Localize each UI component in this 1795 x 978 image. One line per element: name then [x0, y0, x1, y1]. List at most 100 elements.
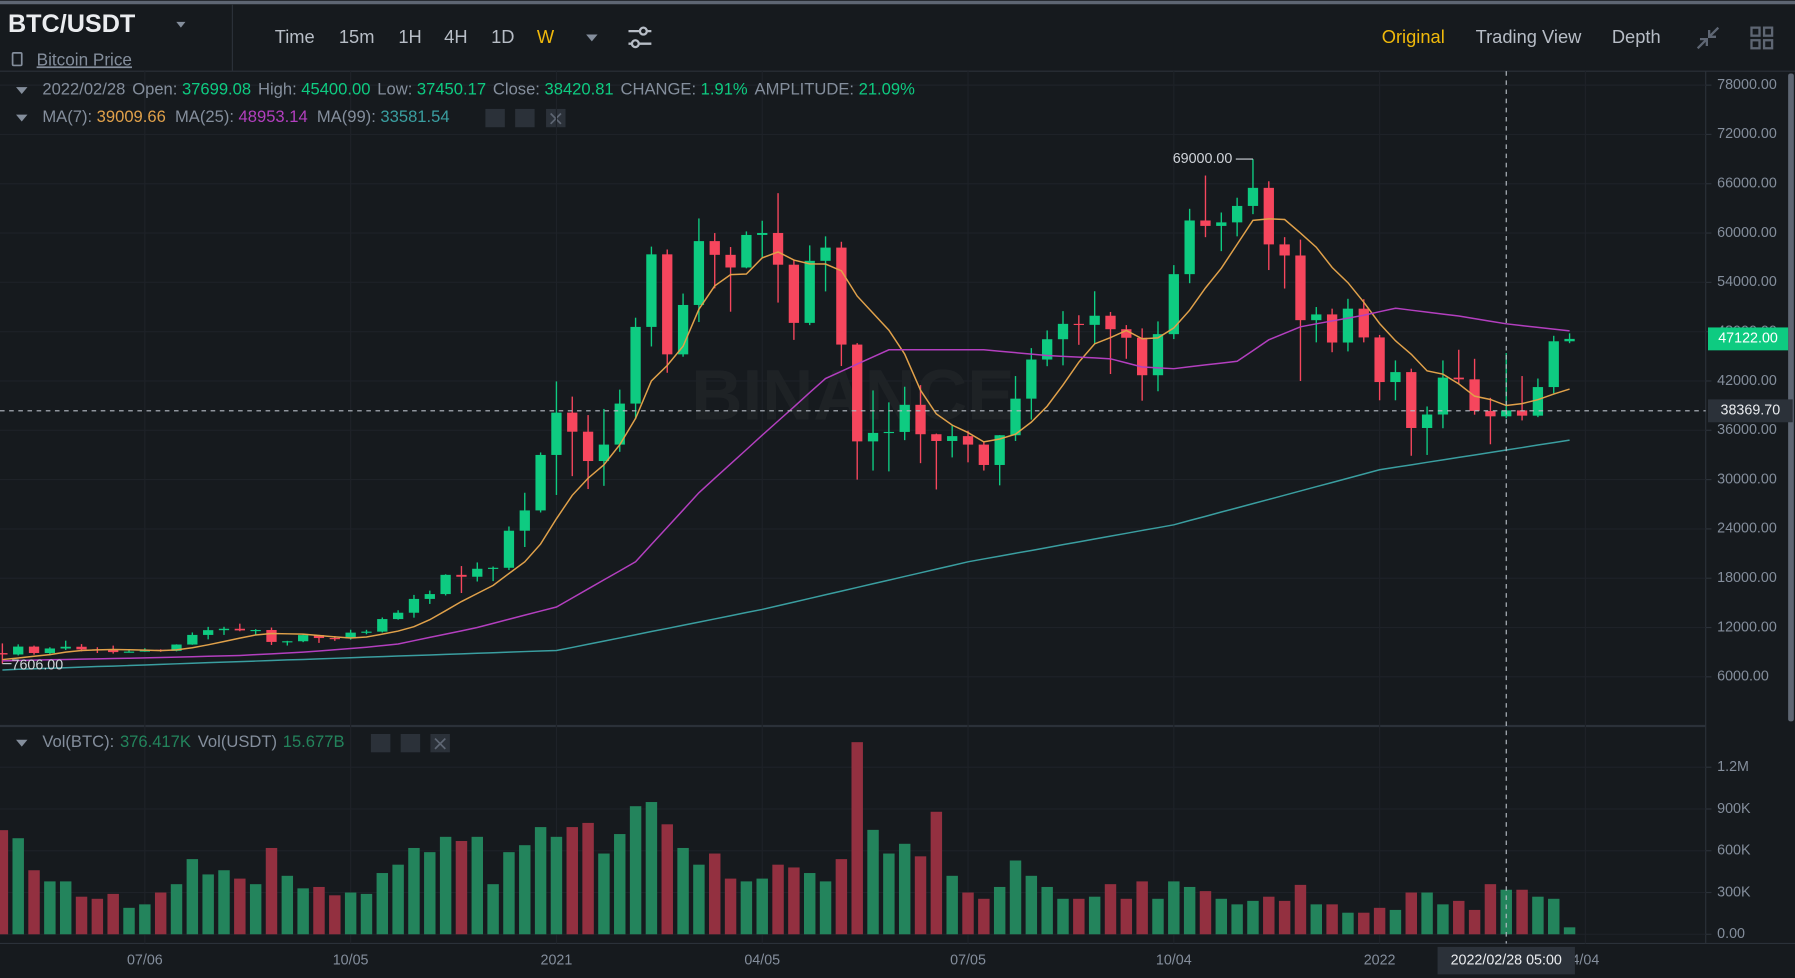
volume-bar	[1516, 889, 1528, 935]
volume-bar	[1231, 904, 1243, 935]
symbol[interactable]: BTC/USDT	[8, 10, 136, 38]
collapse-icon[interactable]	[1696, 26, 1720, 50]
volume-bar	[1437, 904, 1449, 935]
candle-body	[1532, 387, 1544, 416]
ma-toggle[interactable]	[16, 114, 28, 122]
close-glyph	[550, 112, 562, 125]
volume-bar	[534, 827, 547, 935]
legend-text: AMPLITUDE:	[755, 80, 855, 99]
subtitle-link[interactable]: Bitcoin Price	[37, 49, 132, 69]
interval-button[interactable]: 1H	[398, 26, 421, 47]
last-price-label: 47122.00	[1718, 331, 1778, 347]
volume-bar	[1215, 898, 1228, 935]
volume-bar	[1405, 892, 1417, 935]
volume-bar	[1136, 881, 1148, 935]
view-tab[interactable]: Depth	[1612, 26, 1661, 47]
legend-text: 37699.08	[182, 80, 251, 99]
volume-bar	[1199, 891, 1212, 935]
candle-body	[535, 454, 546, 511]
view-tab[interactable]: Original	[1382, 26, 1445, 47]
vol-toggle[interactable]	[16, 739, 28, 747]
candle-body	[614, 403, 625, 445]
candle-body	[345, 632, 356, 639]
ma-settings-button[interactable]	[515, 108, 535, 128]
candle-body	[1073, 323, 1084, 326]
candle-body	[1105, 315, 1116, 330]
ma-hide-button[interactable]	[485, 108, 505, 128]
candle-body	[962, 436, 974, 445]
candle-body	[392, 612, 404, 620]
volume-bar	[1278, 900, 1291, 935]
interval-button[interactable]: W	[537, 26, 555, 47]
volume-bar	[281, 875, 294, 935]
candle-body	[1184, 220, 1195, 275]
candle-body	[709, 241, 720, 255]
candle-body	[1437, 377, 1449, 415]
volume-bar	[598, 853, 610, 935]
candle-body	[757, 232, 768, 235]
vol-tick-label: 900K	[1717, 801, 1751, 817]
layout-cell	[1762, 26, 1774, 37]
legend-text: 15.677B	[283, 733, 345, 752]
y-tick-label: 6000.00	[1717, 669, 1769, 685]
candle-body	[472, 568, 483, 577]
volume-bar	[709, 853, 721, 935]
vol-settings-button[interactable]	[400, 733, 421, 753]
interval-button[interactable]: 1D	[491, 26, 514, 47]
x-tick-label: 04/05	[744, 952, 780, 968]
y-tick-label: 30000.00	[1717, 471, 1777, 487]
interval-button[interactable]: 15m	[339, 26, 375, 47]
legend-text: MA(7):	[42, 107, 92, 126]
volume-bar	[424, 852, 436, 935]
last-price-tag	[1707, 327, 1789, 351]
candle-body	[630, 326, 641, 404]
scrollbar[interactable]	[1788, 73, 1794, 722]
layout-icon[interactable]	[1750, 26, 1774, 50]
candle-body	[1200, 220, 1211, 226]
volume-bar	[1500, 889, 1512, 935]
layout-cell	[1762, 39, 1774, 50]
x-tick-label: 07/06	[127, 952, 163, 968]
volume-bar	[550, 836, 563, 935]
volume-bar	[1358, 912, 1370, 935]
crosshair-price-label: 38369.70	[1721, 403, 1781, 419]
volume-bar	[740, 881, 753, 935]
legend-text: High:	[258, 80, 297, 99]
x-tick-label: 10/04	[1156, 952, 1192, 968]
crosshair-time-label: 2022/02/28 05:00	[1451, 952, 1562, 968]
ma-line	[2, 439, 1570, 671]
ma-legend: MA(7): 39009.66 MA(25): 48953.14 MA(99): 3358…	[42, 107, 449, 126]
view-tab[interactable]: Trading View	[1476, 26, 1583, 47]
volume-bar	[1342, 912, 1354, 935]
candle-body	[1342, 308, 1354, 343]
interval-button[interactable]: 4H	[444, 26, 467, 47]
candle-body	[1121, 329, 1132, 338]
vol-tick-label: 600K	[1717, 843, 1751, 859]
close-glyph	[434, 737, 446, 750]
interval-button[interactable]: Time	[275, 26, 315, 47]
interval-dropdown[interactable]	[586, 34, 598, 42]
legend-text: 39009.66	[97, 107, 166, 126]
vol-hide-button[interactable]	[370, 733, 391, 753]
legend-text: 48953.14	[239, 107, 308, 126]
volume-bar	[234, 878, 246, 935]
volume-bar	[1389, 909, 1402, 935]
volume-bar	[202, 874, 214, 935]
ma-lines	[2, 218, 1570, 671]
candle-body	[1279, 244, 1290, 256]
volume-bar	[962, 892, 974, 935]
volume-bar	[819, 881, 832, 935]
legend-text: 376.417K	[120, 733, 191, 752]
settings-icon[interactable]	[628, 26, 652, 49]
volume-bar	[218, 870, 230, 935]
volume-bar	[0, 830, 9, 935]
volume-bar	[487, 884, 499, 935]
legend-text: Close:	[493, 80, 540, 99]
candle-body	[1326, 314, 1338, 343]
volume-bar	[1532, 896, 1544, 935]
symbol-dropdown[interactable]	[176, 21, 186, 28]
y-tick-label: 12000.00	[1717, 619, 1777, 635]
candle-body	[1564, 338, 1575, 342]
volume-bar	[645, 802, 658, 935]
readout-toggle[interactable]	[16, 87, 28, 95]
